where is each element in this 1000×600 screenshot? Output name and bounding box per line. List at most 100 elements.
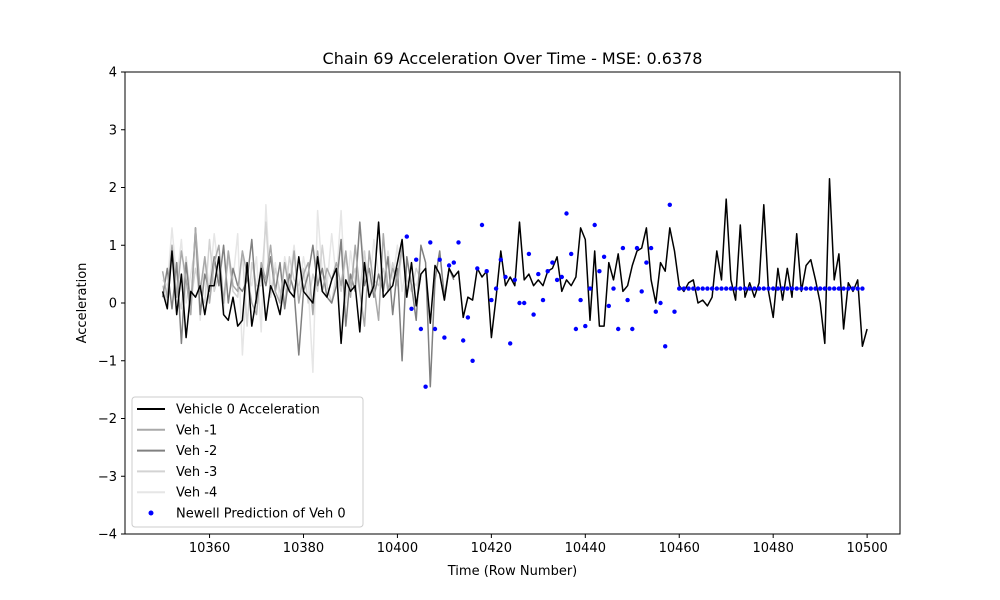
- prediction-point: [616, 326, 621, 332]
- prediction-point: [418, 326, 424, 332]
- prediction-point: [423, 384, 428, 389]
- prediction-point: [573, 326, 579, 332]
- y-tick-label: −4: [98, 528, 117, 543]
- prediction-point: [475, 266, 480, 271]
- prediction-point: [794, 286, 799, 291]
- x-tick-label: 10400: [377, 541, 418, 556]
- prediction-point: [489, 297, 494, 303]
- series-line-0: [161, 178, 868, 348]
- prediction-point: [451, 260, 456, 265]
- prediction-point: [766, 286, 771, 291]
- prediction-point: [564, 211, 569, 216]
- series-layer: [161, 178, 868, 389]
- prediction-point: [644, 260, 649, 265]
- prediction-point: [747, 286, 752, 291]
- prediction-point: [846, 286, 851, 291]
- prediction-point: [479, 222, 485, 228]
- y-tick-label: 3: [109, 123, 117, 138]
- prediction-point: [822, 286, 827, 291]
- prediction-point: [672, 309, 677, 314]
- prediction-point: [526, 251, 532, 257]
- prediction-point: [437, 257, 442, 262]
- x-tick-label: 10360: [189, 541, 230, 556]
- prediction-point: [578, 297, 583, 303]
- x-tick-label: 10500: [846, 541, 887, 556]
- prediction-point: [498, 257, 503, 262]
- legend-label: Veh -4: [176, 486, 217, 501]
- prediction-point: [601, 254, 607, 259]
- y-tick-label: 4: [109, 66, 117, 81]
- prediction-point: [733, 286, 738, 291]
- prediction-point: [432, 326, 438, 332]
- y-tick-label: −3: [98, 470, 117, 485]
- series-line-2: [161, 221, 455, 388]
- prediction-point: [648, 245, 654, 251]
- prediction-point: [860, 286, 865, 291]
- prediction-point: [709, 286, 715, 291]
- prediction-point: [653, 309, 658, 314]
- x-tick-label: 10420: [471, 541, 512, 556]
- prediction-point: [832, 286, 837, 291]
- prediction-point: [470, 358, 475, 363]
- prediction-point: [461, 338, 466, 343]
- prediction-point: [691, 286, 696, 291]
- x-tick-label: 10480: [753, 541, 794, 556]
- y-axis: −4 −3 −2 −1 0 1 2 3 4: [98, 66, 125, 543]
- prediction-point: [761, 286, 766, 291]
- prediction-point: [836, 286, 842, 291]
- prediction-point: [742, 286, 748, 291]
- prediction-point: [634, 245, 640, 251]
- prediction-point: [540, 297, 546, 303]
- prediction-point: [705, 286, 710, 291]
- prediction-point: [583, 323, 588, 329]
- prediction-point: [686, 286, 691, 291]
- prediction-point: [756, 286, 762, 291]
- prediction-point: [587, 286, 593, 291]
- prediction-point: [554, 277, 560, 283]
- prediction-point: [592, 222, 597, 228]
- legend-label: Newell Prediction of Veh 0: [176, 507, 346, 522]
- x-axis-label: Time (Row Number): [447, 564, 577, 579]
- x-tick-label: 10380: [283, 541, 324, 556]
- prediction-point: [855, 286, 860, 291]
- prediction-point: [503, 274, 508, 280]
- prediction-point: [559, 274, 564, 280]
- chart-title: Chain 69 Acceleration Over Time - MSE: 0…: [323, 49, 703, 68]
- prediction-point: [775, 286, 781, 291]
- prediction-point: [799, 286, 804, 291]
- prediction-point: [780, 286, 785, 291]
- prediction-point: [714, 286, 719, 291]
- prediction-point: [752, 286, 757, 291]
- y-tick-label: 1: [109, 239, 117, 254]
- legend-label: Veh -1: [176, 423, 217, 438]
- prediction-point: [785, 286, 790, 291]
- prediction-point: [569, 251, 574, 257]
- prediction-point: [522, 300, 527, 306]
- prediction-point: [536, 271, 541, 277]
- prediction-point: [813, 286, 818, 291]
- prediction-point: [700, 286, 705, 291]
- prediction-point: [620, 245, 626, 251]
- prediction-point: [517, 300, 522, 306]
- prediction-point: [695, 286, 701, 291]
- prediction-point: [484, 269, 489, 274]
- y-tick-label: −2: [98, 412, 117, 427]
- prediction-point: [728, 286, 734, 291]
- y-tick-label: 2: [109, 181, 117, 196]
- prediction-point: [677, 286, 682, 291]
- prediction-point: [658, 300, 663, 306]
- x-axis: 10360 10380 10400 10420 10440 10460 10480 10500: [189, 534, 888, 556]
- legend-label: Veh -3: [176, 465, 217, 480]
- prediction-point: [545, 269, 550, 274]
- y-tick-label: −1: [98, 354, 117, 369]
- prediction-point: [818, 286, 823, 291]
- prediction-point: [789, 286, 795, 291]
- prediction-point: [597, 269, 602, 274]
- legend-box: [131, 396, 364, 528]
- series-line-1: [161, 227, 403, 327]
- prediction-point: [446, 263, 452, 268]
- prediction-point: [508, 341, 513, 346]
- prediction-point: [667, 202, 672, 207]
- prediction-point: [428, 240, 433, 245]
- prediction-point: [738, 286, 743, 291]
